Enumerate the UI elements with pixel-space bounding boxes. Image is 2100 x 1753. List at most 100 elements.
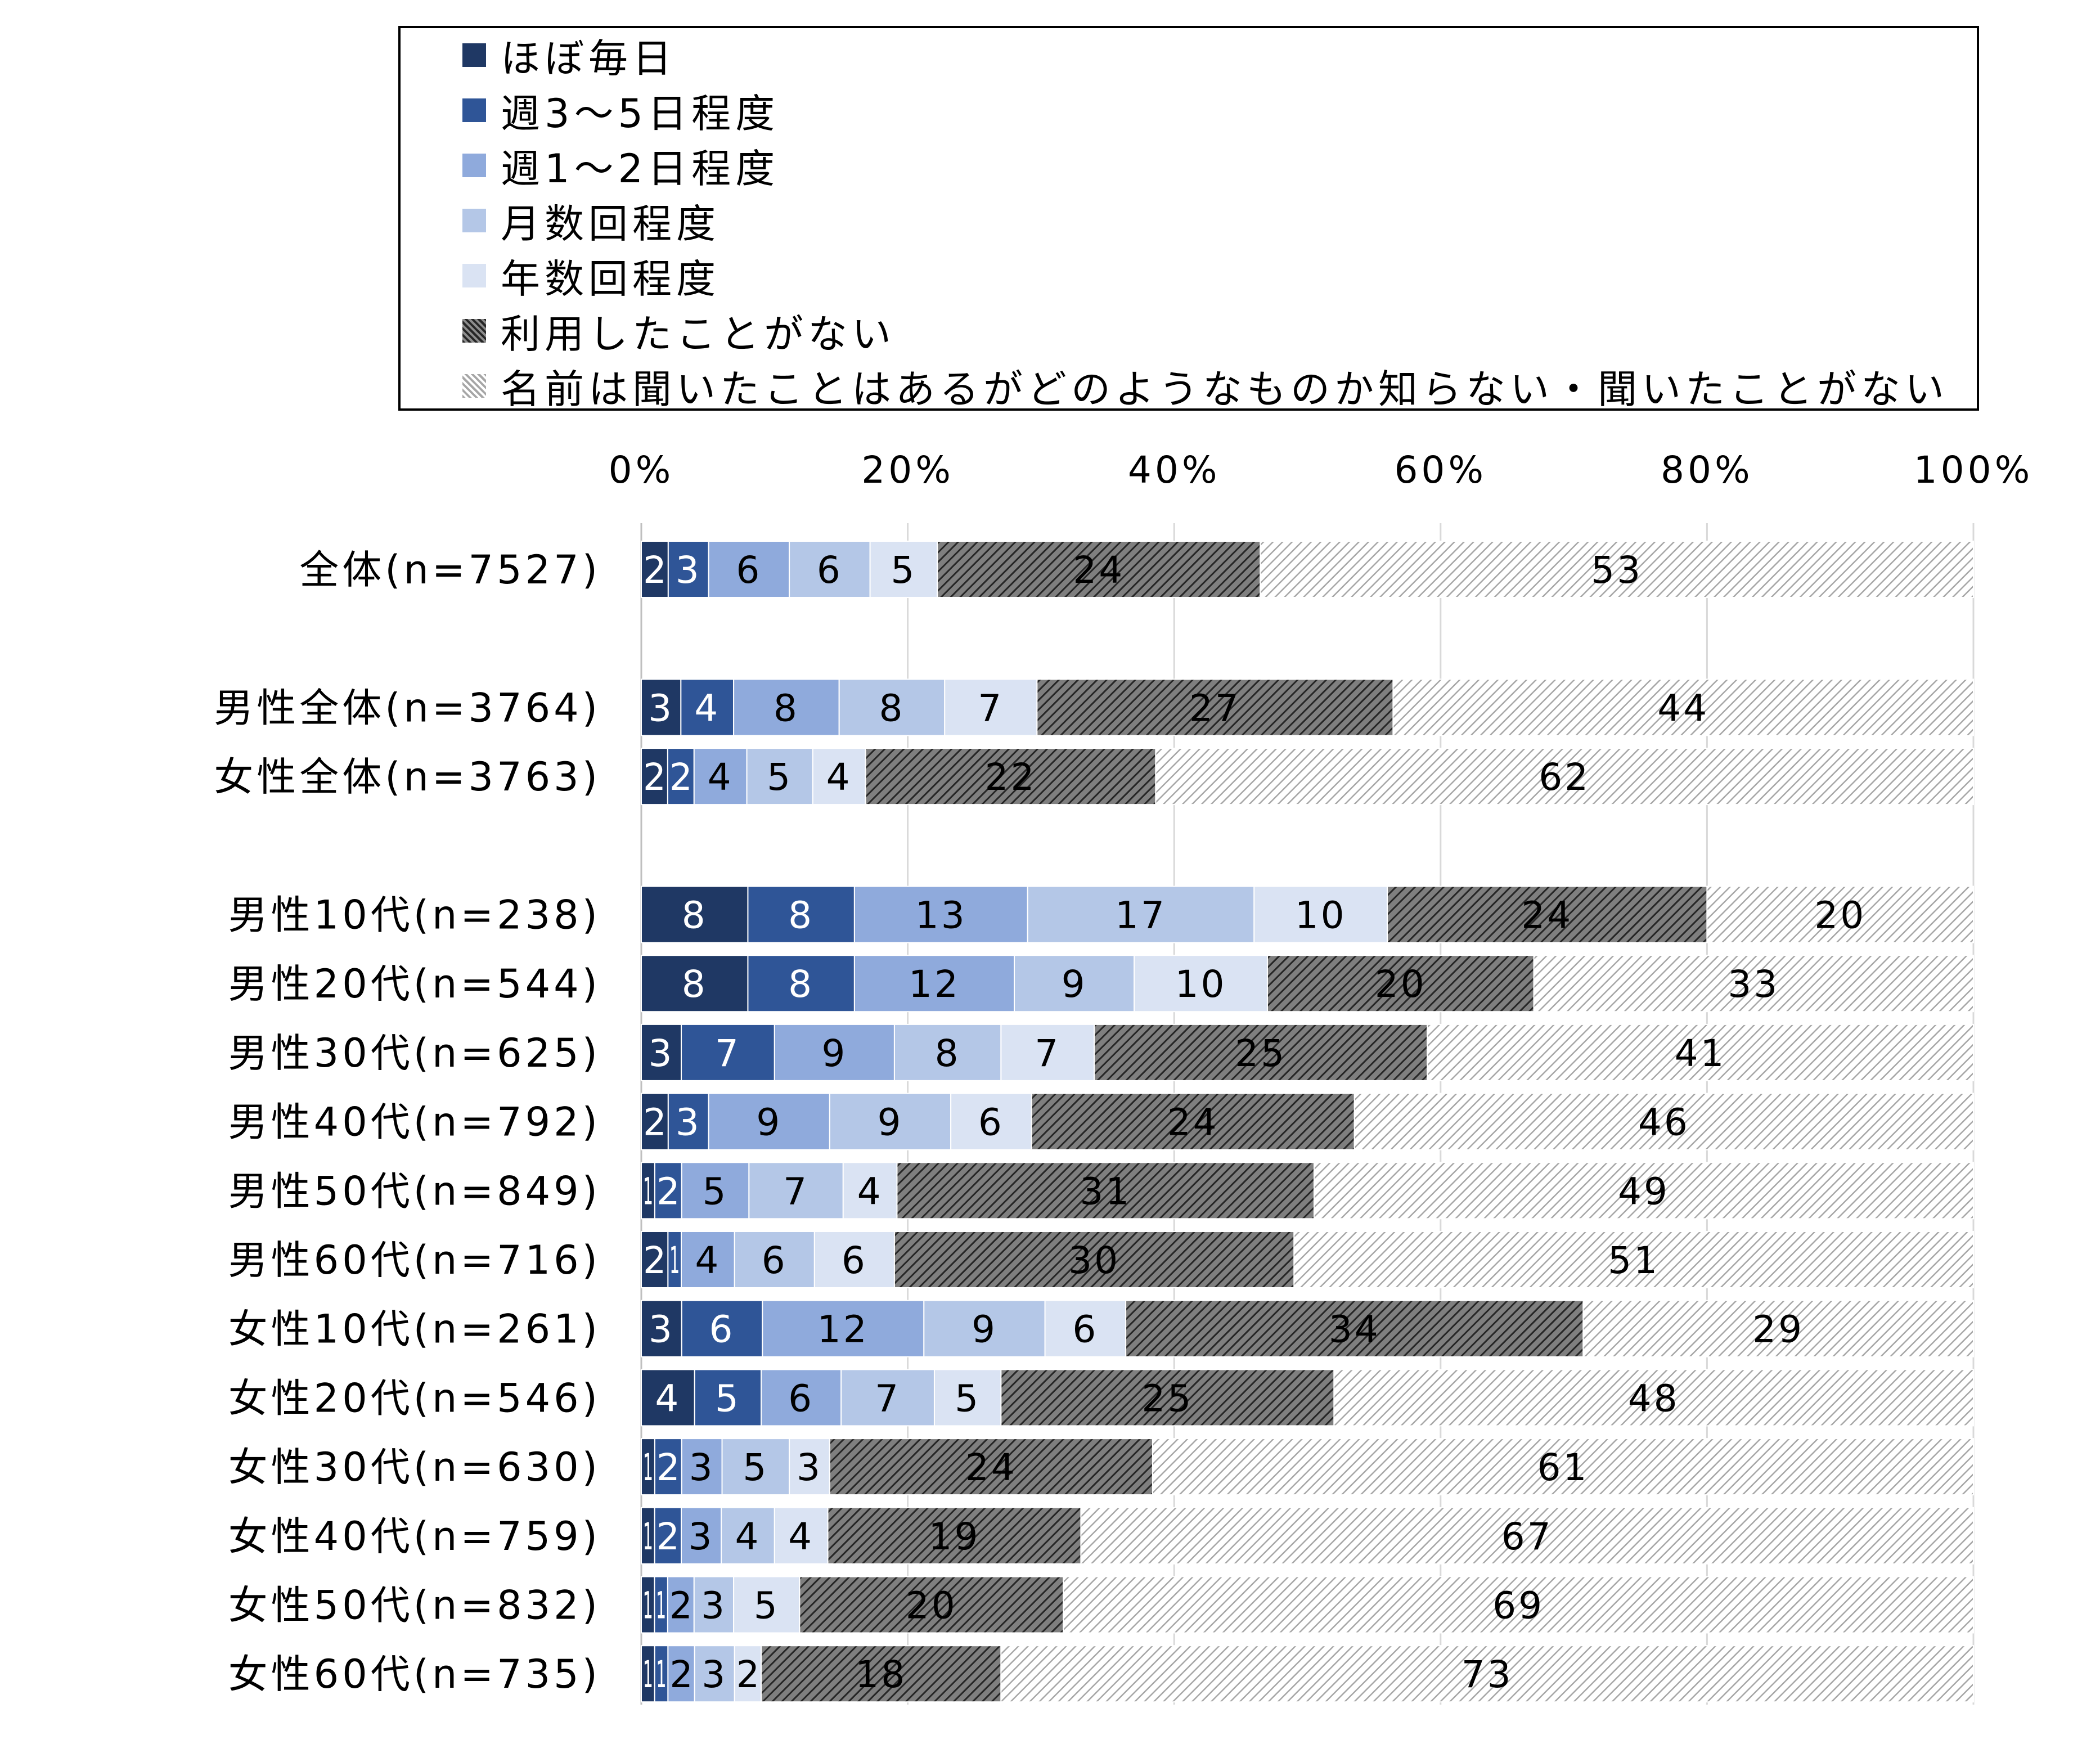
bar-segment — [923, 1300, 1046, 1358]
bar-segment — [896, 1162, 1315, 1220]
data-label: 6 — [788, 1377, 814, 1420]
data-label: 19 — [928, 1515, 980, 1558]
data-label: 3 — [689, 1446, 715, 1489]
category-label: 男性20代(n=544) — [228, 961, 601, 1007]
data-label: 27 — [1189, 686, 1241, 730]
data-label: 3 — [797, 1446, 822, 1489]
data-label: 4 — [826, 756, 852, 799]
data-label: 12 — [909, 963, 960, 1006]
data-label: 13 — [915, 894, 967, 937]
bar-segment — [747, 886, 855, 943]
data-label: 2 — [669, 1653, 692, 1696]
category-label: 男性30代(n=625) — [228, 1030, 601, 1076]
data-label: 5 — [767, 756, 793, 799]
bar-segment — [667, 1645, 695, 1703]
data-label: 8 — [879, 686, 905, 730]
bar-segment — [937, 541, 1261, 598]
bar-segment — [853, 886, 1028, 943]
bar-segment — [1000, 1023, 1095, 1081]
category-label: 女性20代(n=546) — [228, 1375, 601, 1421]
data-label: 53 — [1591, 549, 1643, 592]
data-label: 51 — [1608, 1239, 1660, 1282]
bar-segment — [1027, 886, 1255, 943]
x-tick-label: 40% — [1128, 448, 1221, 492]
bar-segment — [799, 1576, 1064, 1634]
bar-segment — [1155, 748, 1974, 806]
legend: ほぼ毎日 週3～5日程度 週1～2日程度 月数回程度 年数回程度 利用したことがない 名前は… — [398, 26, 1979, 413]
data-label: 5 — [743, 1446, 768, 1489]
bar-segment — [1063, 1576, 1974, 1634]
legend-swatch — [462, 98, 486, 122]
bar-segment — [838, 678, 946, 736]
legend-item: 名前は聞いたことはあるがどのようなものか知らない・聞いたことがない — [462, 359, 1949, 413]
bar-segment — [1152, 1438, 1974, 1496]
data-label: 67 — [1501, 1515, 1553, 1558]
data-label: 2 — [656, 1515, 680, 1558]
legend-item: 月数回程度 — [462, 194, 720, 248]
legend-swatch — [462, 209, 486, 232]
bar-segment — [1533, 955, 1975, 1013]
data-label: 7 — [783, 1170, 809, 1213]
legend-swatch — [462, 154, 486, 177]
bar-segment — [1080, 1507, 1974, 1565]
data-label: 9 — [821, 1032, 847, 1075]
bar-segment — [641, 955, 749, 1013]
bar-segment — [1392, 678, 1974, 736]
data-label: 2 — [643, 549, 667, 592]
legend-swatch — [462, 319, 486, 343]
x-tick-label: 80% — [1661, 448, 1753, 492]
bar-segment — [721, 1438, 790, 1496]
legend-swatch — [462, 43, 486, 67]
legend-swatch — [462, 264, 486, 287]
data-label: 3 — [676, 1101, 702, 1144]
bar-segment — [708, 1093, 830, 1150]
bar-segment — [747, 955, 855, 1013]
data-label: 34 — [1329, 1308, 1380, 1351]
data-label: 3 — [702, 1653, 727, 1696]
bar-segment — [1293, 1231, 1975, 1288]
data-label: 69 — [1492, 1584, 1544, 1628]
bar-segment — [641, 1369, 695, 1427]
bar-segment — [641, 748, 668, 806]
bar-segment — [641, 541, 669, 598]
bar-segment — [641, 886, 749, 943]
data-label: 24 — [1167, 1101, 1219, 1144]
data-label: 4 — [708, 756, 734, 799]
data-label: 4 — [695, 1239, 721, 1282]
legend-item: 利用したことがない — [462, 304, 896, 358]
bar-segment — [746, 748, 813, 806]
data-label: 1 — [643, 1170, 653, 1213]
data-label: 8 — [788, 963, 814, 1006]
data-label: 3 — [701, 1584, 727, 1628]
bar-segment — [1000, 1645, 1974, 1703]
data-label: 10 — [1295, 894, 1347, 937]
data-label: 73 — [1462, 1653, 1513, 1696]
legend-swatch — [462, 374, 486, 398]
legend-item: ほぼ毎日 — [462, 28, 676, 82]
category-labels: 全体(n=7527) 男性全体(n=3764) 女性全体(n=3763) 男性10代(… — [214, 547, 601, 1697]
data-label: 9 — [972, 1308, 997, 1351]
category-label: 男性40代(n=792) — [228, 1099, 601, 1145]
data-label: 2 — [669, 756, 692, 799]
data-label: 1 — [643, 1446, 653, 1489]
data-label: 8 — [682, 963, 708, 1006]
data-label: 2 — [669, 1584, 692, 1628]
data-label: 24 — [1521, 894, 1573, 937]
data-label: 7 — [875, 1377, 901, 1420]
x-tick-label: 60% — [1394, 448, 1487, 492]
bar-segment — [789, 541, 871, 598]
bar-segment — [734, 1231, 815, 1288]
data-label: 18 — [855, 1653, 907, 1696]
bar-segment — [950, 1093, 1032, 1150]
data-label: 4 — [694, 686, 720, 730]
bar-segment — [1353, 1093, 1975, 1150]
data-label: 6 — [842, 1239, 867, 1282]
data-label: 1 — [656, 1653, 667, 1696]
bar-segment — [761, 1645, 1002, 1703]
category-label: 男性60代(n=716) — [228, 1237, 601, 1283]
data-label: 4 — [735, 1515, 761, 1558]
data-label: 8 — [935, 1032, 961, 1075]
data-label: 7 — [1035, 1032, 1060, 1075]
bar-segment — [1582, 1300, 1975, 1358]
